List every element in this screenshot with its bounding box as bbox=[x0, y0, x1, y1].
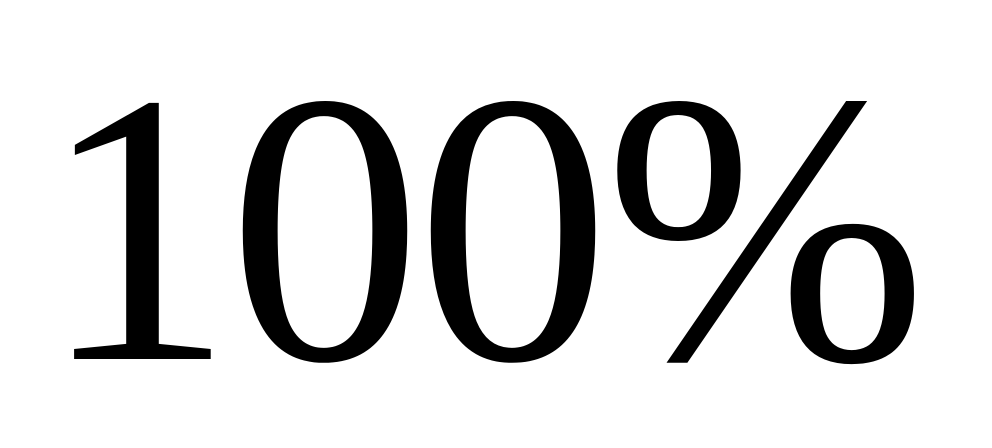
percentage-text: 100% bbox=[40, 13, 927, 443]
